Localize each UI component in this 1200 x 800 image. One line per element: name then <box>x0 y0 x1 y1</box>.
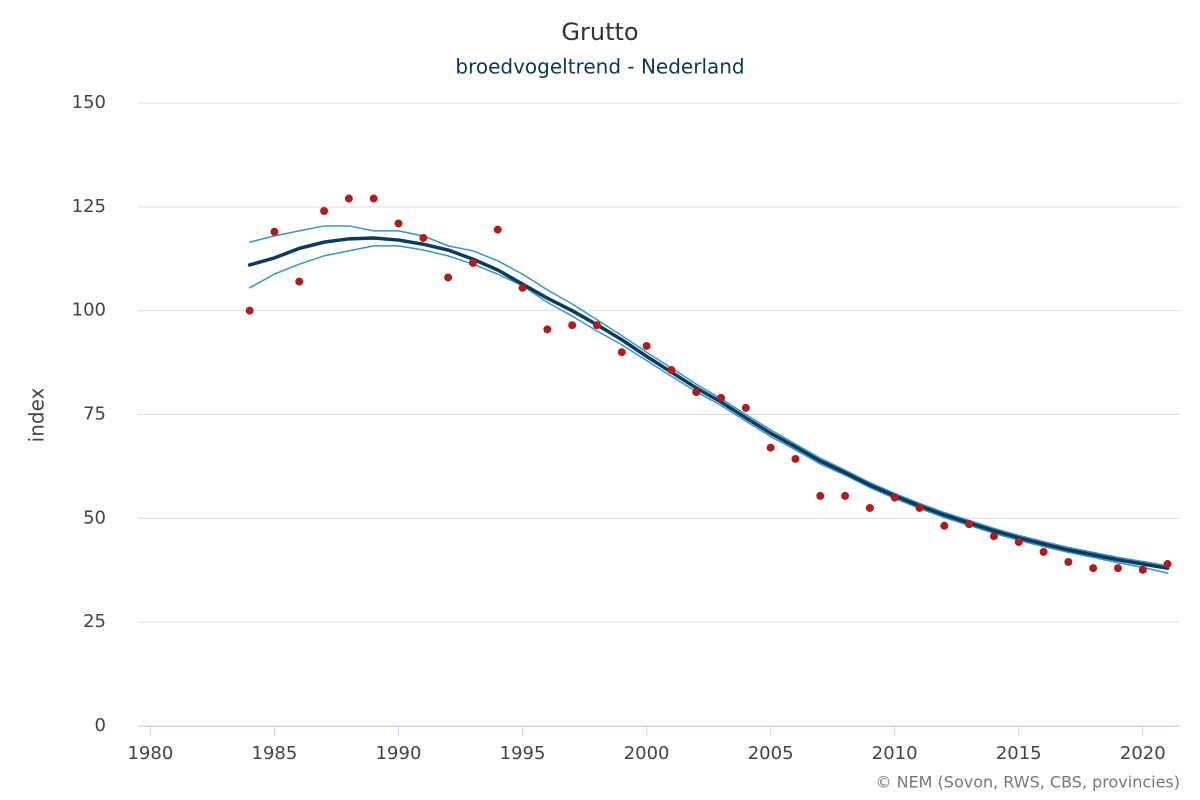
y-tick-label: 0 <box>95 715 106 736</box>
credits: © NEM (Sovon, RWS, CBS, provincies) <box>875 773 1180 792</box>
data-point <box>791 454 800 463</box>
data-point <box>592 321 601 330</box>
data-point <box>989 532 998 541</box>
data-point <box>642 341 651 350</box>
trend-line <box>248 245 1169 574</box>
data-point <box>468 258 477 267</box>
data-point <box>1089 564 1098 573</box>
y-tick-label: 50 <box>83 507 106 528</box>
x-tick-label: 1995 <box>500 743 546 764</box>
x-tick-label: 2010 <box>872 743 918 764</box>
y-axis-label: index <box>25 387 49 442</box>
y-tick-label: 100 <box>72 300 106 321</box>
data-point <box>568 321 577 330</box>
x-tick-label: 1980 <box>127 743 173 764</box>
x-tick-label: 1985 <box>252 743 298 764</box>
data-point <box>543 325 552 334</box>
y-tick-label: 150 <box>72 92 106 113</box>
data-point <box>1014 538 1023 547</box>
x-tick-label: 2000 <box>624 743 670 764</box>
data-point <box>816 491 825 500</box>
data-point <box>518 283 527 292</box>
data-point <box>865 503 874 512</box>
x-tick-label: 2020 <box>1120 743 1166 764</box>
y-tick-label: 25 <box>83 611 106 632</box>
data-point <box>419 233 428 242</box>
data-point <box>394 219 403 228</box>
data-point <box>1163 560 1172 569</box>
data-point <box>1138 565 1147 574</box>
x-tick-label: 2015 <box>996 743 1042 764</box>
chart-subtitle: broedvogeltrend - Nederland <box>455 55 744 79</box>
data-point <box>1113 564 1122 573</box>
data-point <box>940 521 949 530</box>
data-point <box>270 227 279 236</box>
data-point <box>320 206 329 215</box>
data-point <box>692 388 701 397</box>
x-tick-label: 1990 <box>376 743 422 764</box>
data-point <box>617 348 626 357</box>
trend-line <box>248 225 1169 567</box>
y-tick-label: 125 <box>72 196 106 217</box>
trend-line <box>247 236 1170 570</box>
y-tick-label: 75 <box>83 404 106 425</box>
data-point <box>766 443 775 452</box>
data-point <box>295 277 304 286</box>
data-point <box>741 403 750 412</box>
data-point <box>841 491 850 500</box>
data-point <box>667 366 676 375</box>
data-point <box>1039 547 1048 556</box>
chart-title: Grutto <box>561 18 638 46</box>
data-point <box>245 306 254 315</box>
data-point <box>444 273 453 282</box>
data-point <box>493 225 502 234</box>
data-point <box>965 520 974 529</box>
data-point <box>369 194 378 203</box>
x-tick-label: 2005 <box>748 743 794 764</box>
data-point <box>717 393 726 402</box>
data-point <box>915 503 924 512</box>
data-point <box>344 194 353 203</box>
data-point <box>890 493 899 502</box>
data-point <box>1064 557 1073 566</box>
